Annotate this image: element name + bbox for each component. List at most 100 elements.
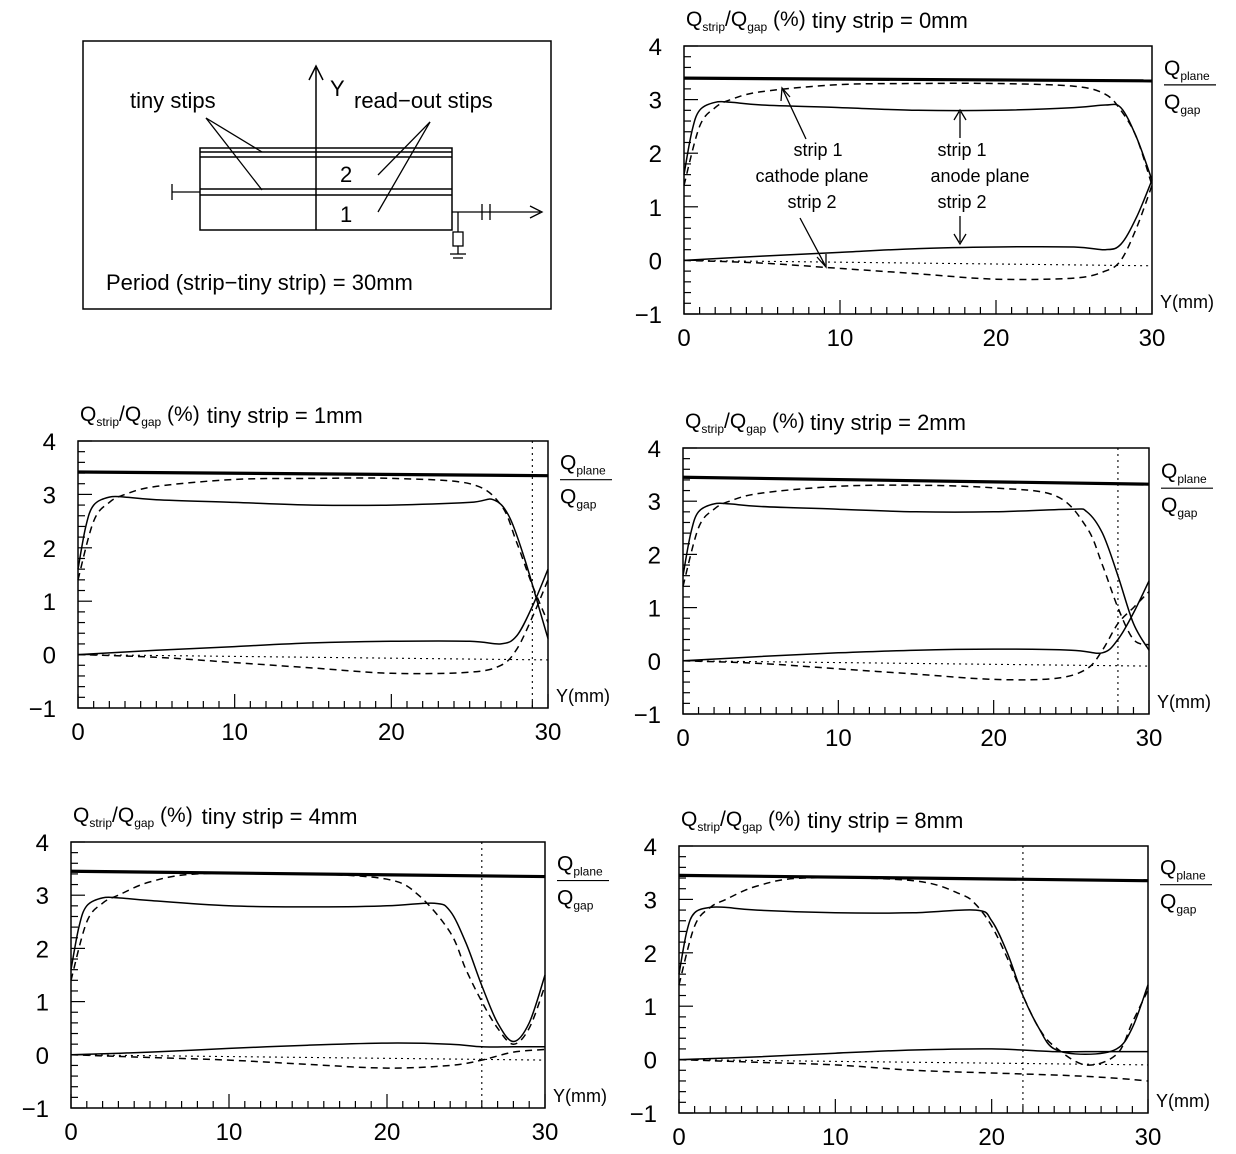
period-caption: Period (strip−tiny strip) = 30mm [106,270,413,295]
series-dotted-4 [77,654,549,661]
x-tick-label: 20 [980,725,1007,752]
chart-title: tiny strip = 1mm [207,403,363,428]
series-dashed-2 [70,872,546,1045]
plane-charge-line [683,76,1153,83]
plane-label-numerator: Qplane [560,452,606,478]
x-tick-label: 0 [677,325,690,352]
x-tick-label: 10 [827,325,854,352]
series-dashed-3 [70,1048,546,1069]
series-solid-0 [683,100,1153,181]
plane-label-denominator: Qgap [1161,494,1198,520]
readout-arrow-1 [377,121,431,176]
series-dotted-4 [678,1059,1149,1066]
strip-layout-diagram: Y tiny stips read−out stips 2 1 Period (… [82,40,552,310]
y-axis-label: Qstrip/Qgap (%) [80,403,200,429]
annotation-arrowhead-anode-down [953,233,967,246]
chart-title: tiny strip = 0mm [812,8,968,33]
y-tick-label: 3 [36,883,49,910]
y-tick-label: 1 [43,589,56,616]
series-solid-1 [678,1048,1148,1061]
series-dotted-4 [682,660,1150,667]
y-tick-label: 4 [649,34,662,61]
x-tick-label: 20 [978,1124,1005,1151]
x-tick-label: 10 [822,1124,849,1151]
x-tick-label: 10 [216,1119,243,1146]
annotation-strip1-left: strip 1 [793,140,842,160]
plane-label-numerator: Qplane [1164,57,1210,83]
plane-label-denominator: Qgap [1160,891,1197,917]
series-solid-0 [77,495,549,639]
plane-label-numerator: Qplane [1160,857,1206,883]
tiny-strips-label: tiny stips [130,88,216,113]
annotation-arrowhead-cathode-up [780,86,791,102]
series-dashed-3 [77,579,549,675]
annotation-arrowhead-cathode-down [816,254,827,269]
tiny-arrow-1 [205,117,263,153]
x-tick-label: 30 [535,719,562,746]
y-tick-label: 1 [649,195,662,222]
series-solid-1 [682,580,1150,662]
annotation-cathode-plane: cathode plane [755,166,868,186]
plane-label-denominator: Qgap [560,486,597,512]
readout-strips-label: read−out stips [354,88,493,113]
series-dashed-2 [682,484,1150,646]
y-axis-label: Qstrip/Qgap (%) [686,8,806,34]
chart-title: tiny strip = 4mm [202,804,358,829]
y-tick-label: 3 [648,489,661,516]
panel-0-annotations: strip 1 cathode plane strip 2 strip 1 an… [755,86,1030,269]
y-tick-label: 4 [36,830,49,857]
y-axis-arrowhead [308,64,324,81]
plane-label-numerator: Qplane [557,853,603,879]
y-tick-label: 1 [648,596,661,623]
y-tick-label: 0 [43,643,56,670]
y-tick-label: −1 [635,302,662,329]
y-tick-label: 0 [649,248,662,275]
panel-tiny-strip-8mm: 0 10 20 30 −1 0 1 2 3 4 Qstrip/Qgap (%) tiny strip … [630,808,1212,1151]
chart-title: tiny strip = 2mm [810,410,966,435]
x-tick-label: 0 [64,1119,77,1146]
panel-tiny-strip-4mm: 0 10 20 30 −1 0 1 2 3 4 Qstrip/Qgap (%) tiny strip … [22,804,609,1146]
y-tick-label: 3 [43,482,56,509]
plane-charge-line [70,869,546,879]
x-tick-label: 10 [825,725,852,752]
readout-arrow-2 [377,121,431,213]
annotation-arrowhead-anode-up [953,108,967,121]
y-tick-label: 3 [649,88,662,115]
series-dashed-2 [678,876,1149,1066]
series-dashed-3 [682,591,1150,681]
y-axis-label: Qstrip/Qgap (%) [681,808,801,834]
plot-frame [70,841,546,1109]
panel-tiny-strip-0mm: 0 10 20 30 −1 0 1 2 3 4 Qstrip/Qgap (%) tiny strip … [635,8,1216,352]
series-dashed-3 [683,185,1153,281]
y-tick-label: 2 [648,542,661,569]
x-tick-label: 0 [676,725,689,752]
diagram-frame [82,40,552,310]
x-tick-label: 30 [532,1119,559,1146]
x-axis-label: Y(mm) [553,1086,607,1106]
resistor [452,231,464,247]
y-tick-label: 1 [36,990,49,1017]
y-tick-label: 2 [36,936,49,963]
plane-label-numerator: Qplane [1161,460,1207,486]
y-axis-label: Qstrip/Qgap (%) [73,804,193,830]
y-tick-label: 0 [648,649,661,676]
x-tick-label: 0 [672,1124,685,1151]
y-tick-label: −1 [29,696,56,723]
y-axis-letter: Y [330,76,345,101]
series-solid-1 [77,568,549,656]
annotation-strip1-right: strip 1 [937,140,986,160]
x-tick-label: 20 [378,719,405,746]
series-dashed-2 [683,82,1153,186]
panel-tiny-strip-1mm: 0 10 20 30 −1 0 1 2 3 4 Qstrip/Qgap (%) tiny strip … [29,403,612,746]
x-axis-label: Y(mm) [556,686,610,706]
series-solid-0 [678,906,1149,1056]
x-tick-label: 10 [221,719,248,746]
x-tick-label: 20 [374,1119,401,1146]
strip-2-number: 2 [340,162,352,187]
series-solid-1 [70,1042,545,1056]
y-axis-label: Qstrip/Qgap (%) [685,410,805,436]
x-tick-label: 30 [1135,1124,1162,1151]
y-tick-label: 1 [644,994,657,1021]
series-solid-0 [682,502,1150,651]
plane-charge-line [682,475,1150,486]
